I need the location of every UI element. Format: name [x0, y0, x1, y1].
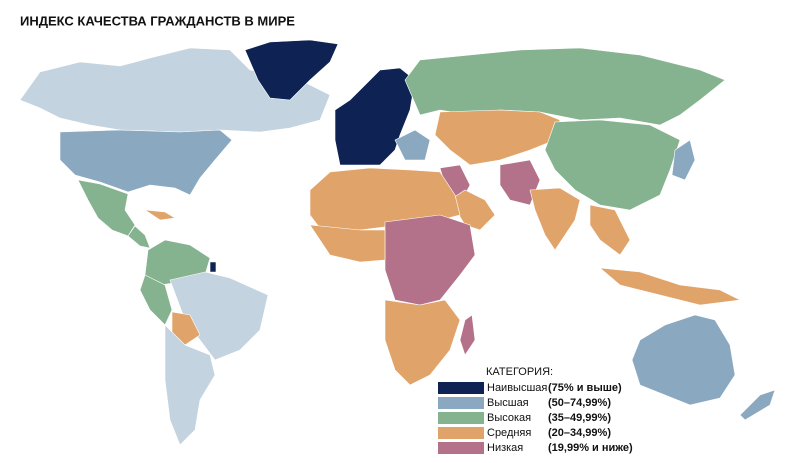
usa [59, 129, 233, 196]
india [529, 187, 581, 251]
legend-title: КАТЕГОРИЯ: [486, 366, 553, 378]
legend-label: Наивысшая [487, 382, 547, 394]
legend-range: (20–34,99%) [548, 427, 611, 439]
caribbean [144, 209, 176, 221]
indonesia [599, 267, 742, 306]
legend-label: Высшая [487, 397, 529, 409]
legend-range: (19,99% и ниже) [548, 442, 633, 454]
southeast-asia [589, 204, 631, 256]
central-asia [434, 109, 561, 166]
afghanistan-pakistan [499, 159, 541, 206]
southern-africa [384, 299, 461, 386]
central-america [127, 225, 151, 249]
world-map [19, 39, 776, 446]
legend: КАТЕГОРИЯ: Наивысшая (75% и выше) Высшая (50… [438, 366, 633, 454]
legend-swatch [438, 427, 484, 439]
legend-label: Средняя [487, 427, 531, 439]
bolivia [171, 311, 201, 346]
legend-swatch [438, 397, 484, 409]
french-guiana [209, 261, 217, 273]
japan-korea [671, 139, 696, 181]
legend-label: Высокая [487, 412, 531, 424]
legend-swatch [438, 382, 484, 394]
madagascar [459, 314, 476, 356]
greenland [244, 39, 339, 101]
legend-swatch [438, 442, 484, 454]
map-title: ИНДЕКС КАЧЕСТВА ГРАЖДАНСТВ В МИРЕ [20, 13, 295, 28]
china-mongolia [544, 119, 681, 211]
central-africa [384, 214, 476, 306]
argentina-chile [164, 324, 216, 446]
legend-label: Низкая [487, 442, 523, 454]
australia [631, 314, 736, 406]
new-zealand [739, 389, 776, 421]
europe-east [394, 129, 431, 161]
legend-swatch [438, 412, 484, 424]
legend-range: (50–74,99%) [548, 397, 611, 409]
canada-alaska [19, 47, 331, 133]
europe-west-north [334, 67, 416, 166]
west-africa [309, 224, 386, 263]
legend-range: (75% и выше) [548, 382, 622, 394]
legend-range: (35–49,99%) [548, 412, 611, 424]
